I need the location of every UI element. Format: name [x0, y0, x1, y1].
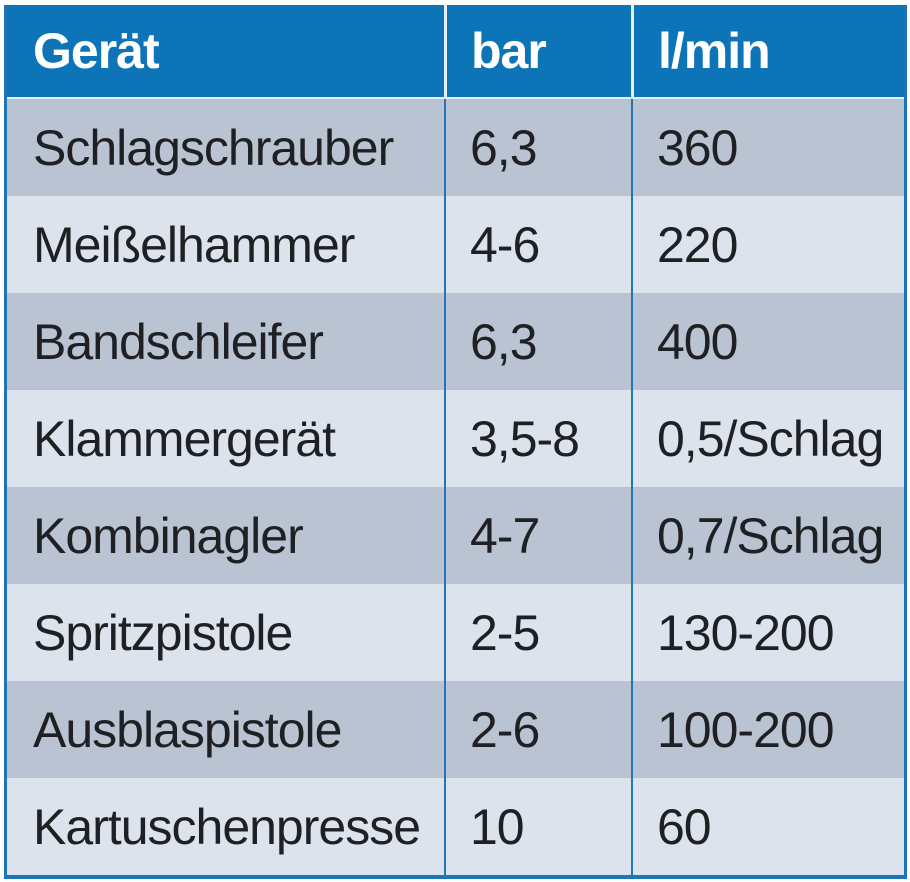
- column-header-lmin: l/min: [631, 5, 904, 97]
- cell-geraet: Kartuschenpresse: [33, 798, 421, 855]
- cell-bar: 4-6: [444, 196, 631, 293]
- cell-bar: 6,3: [444, 293, 631, 390]
- table-row: Kartuschenpresse 10 60: [7, 778, 904, 875]
- column-header-geraet: Gerät: [33, 23, 160, 79]
- cell-geraet: Schlagschrauber: [33, 119, 394, 176]
- table-row: Ausblaspistole 2-6 100-200: [7, 681, 904, 778]
- cell-bar: 2-5: [444, 584, 631, 681]
- air-consumption-table: Gerät bar l/min Schlagschrauber 6,3 360 …: [4, 5, 907, 879]
- table-row: Klammergerät 3,5-8 0,5/Schlag: [7, 390, 904, 487]
- table-header-row: Gerät bar l/min: [7, 5, 904, 99]
- table-row: Kombinagler 4-7 0,7/Schlag: [7, 487, 904, 584]
- table-row: Bandschleifer 6,3 400: [7, 293, 904, 390]
- cell-geraet: Kombinagler: [33, 507, 304, 564]
- table-row: Spritzpistole 2-5 130-200: [7, 584, 904, 681]
- cell-lmin: 0,5/Schlag: [631, 390, 904, 487]
- table-row: Meißelhammer 4-6 220: [7, 196, 904, 293]
- cell-geraet: Bandschleifer: [33, 313, 324, 370]
- cell-bar: 4-7: [444, 487, 631, 584]
- cell-lmin: 400: [631, 293, 904, 390]
- table-row: Schlagschrauber 6,3 360: [7, 99, 904, 196]
- cell-bar: 6,3: [444, 99, 631, 196]
- cell-bar: 10: [444, 778, 631, 875]
- cell-geraet: Meißelhammer: [33, 216, 355, 273]
- cell-lmin: 0,7/Schlag: [631, 487, 904, 584]
- cell-lmin: 100-200: [631, 681, 904, 778]
- cell-geraet: Spritzpistole: [33, 604, 293, 661]
- cell-bar: 2-6: [444, 681, 631, 778]
- column-header-bar: bar: [444, 5, 631, 97]
- cell-geraet: Klammergerät: [33, 410, 336, 467]
- cell-lmin: 360: [631, 99, 904, 196]
- cell-lmin: 60: [631, 778, 904, 875]
- cell-lmin: 130-200: [631, 584, 904, 681]
- cell-geraet: Ausblaspistole: [33, 701, 342, 758]
- cell-bar: 3,5-8: [444, 390, 631, 487]
- cell-lmin: 220: [631, 196, 904, 293]
